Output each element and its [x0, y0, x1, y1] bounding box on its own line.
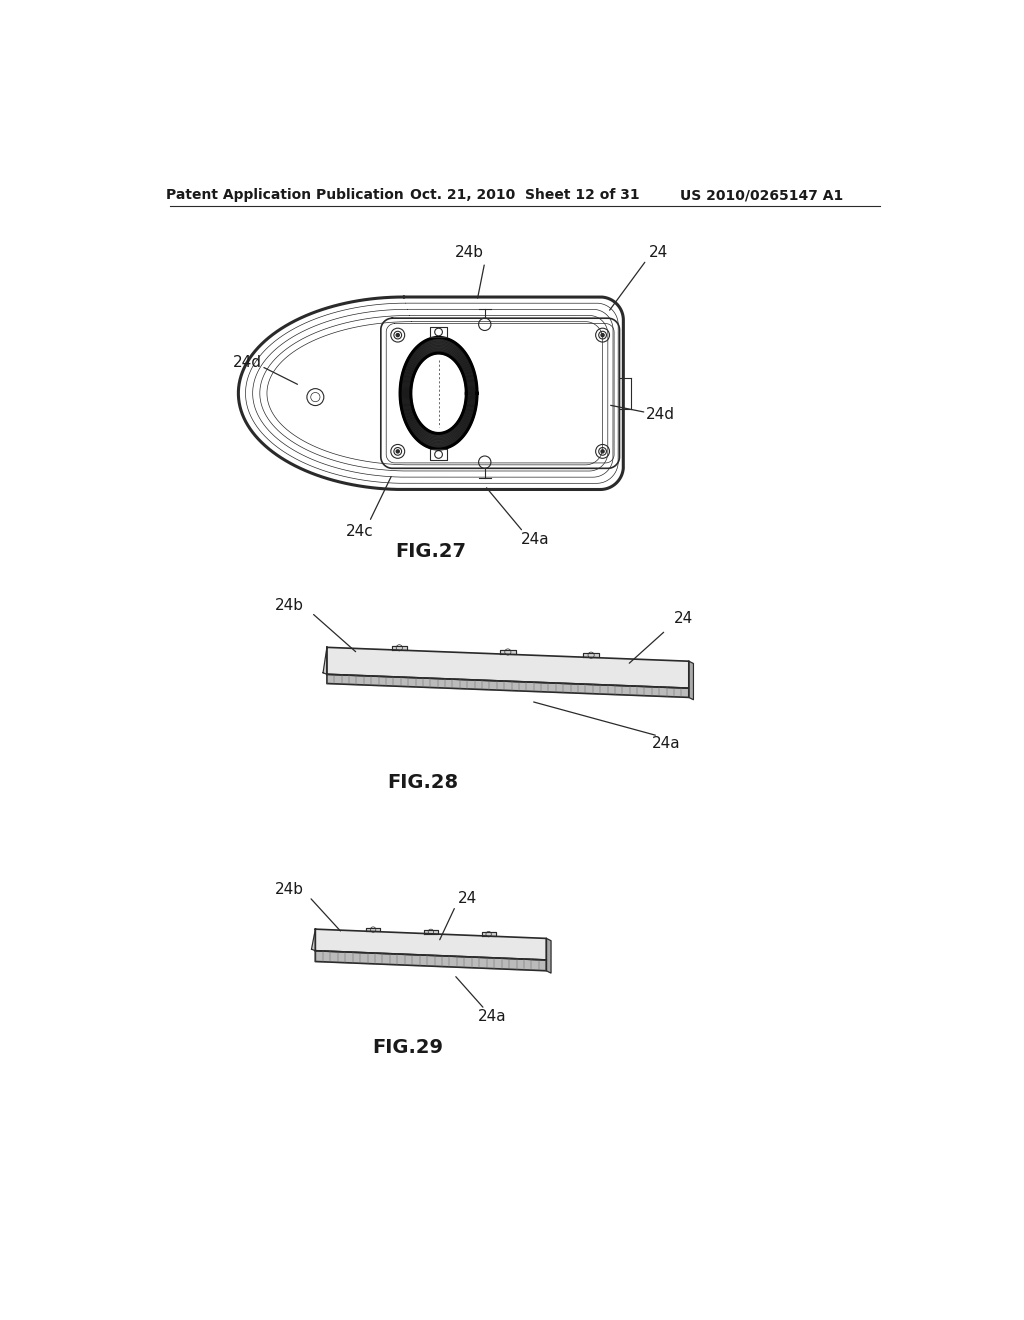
Text: 24: 24: [458, 891, 477, 906]
Polygon shape: [323, 647, 327, 675]
Polygon shape: [584, 653, 599, 657]
Polygon shape: [367, 928, 380, 932]
Polygon shape: [481, 932, 496, 936]
Text: Oct. 21, 2010  Sheet 12 of 31: Oct. 21, 2010 Sheet 12 of 31: [410, 189, 640, 202]
Text: 24d: 24d: [233, 355, 262, 370]
Circle shape: [601, 334, 604, 337]
Polygon shape: [689, 661, 693, 700]
Polygon shape: [311, 929, 315, 950]
Polygon shape: [547, 939, 551, 973]
Text: 24: 24: [648, 244, 668, 260]
Text: Patent Application Publication: Patent Application Publication: [166, 189, 403, 202]
Text: FIG.28: FIG.28: [388, 772, 459, 792]
Text: 24: 24: [674, 611, 692, 627]
Text: 24a: 24a: [478, 1010, 507, 1024]
Circle shape: [601, 450, 604, 453]
Text: 24a: 24a: [651, 737, 680, 751]
Polygon shape: [315, 950, 547, 970]
Circle shape: [396, 334, 399, 337]
Text: FIG.29: FIG.29: [373, 1039, 443, 1057]
Text: FIG.27: FIG.27: [395, 541, 466, 561]
Text: 24c: 24c: [346, 524, 374, 540]
Polygon shape: [391, 645, 407, 651]
Polygon shape: [327, 675, 689, 697]
Text: US 2010/0265147 A1: US 2010/0265147 A1: [680, 189, 844, 202]
Text: 24b: 24b: [274, 882, 304, 896]
Polygon shape: [500, 649, 515, 655]
Text: 24a: 24a: [520, 532, 549, 546]
Circle shape: [396, 450, 399, 453]
Text: 24d: 24d: [646, 408, 675, 422]
Polygon shape: [315, 929, 547, 960]
Text: 24b: 24b: [274, 598, 304, 612]
Polygon shape: [327, 647, 689, 688]
Text: 24b: 24b: [455, 244, 484, 260]
Polygon shape: [424, 929, 438, 933]
